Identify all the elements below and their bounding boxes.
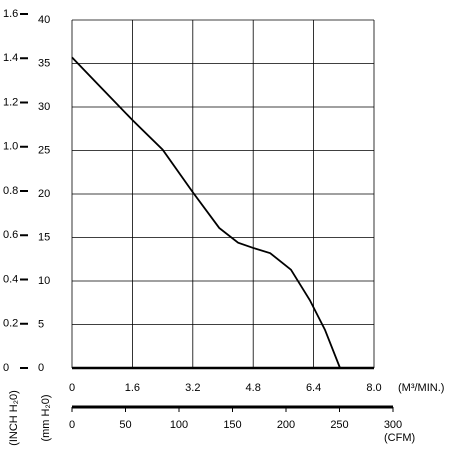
y-tick-label: 10	[38, 275, 50, 287]
y2-tick-label: 1.2	[3, 96, 18, 108]
x-tick-label: 8.0	[366, 382, 381, 394]
x2-tick-label: 300	[384, 419, 402, 431]
y2-tick-label: 0.2	[3, 318, 18, 330]
y2-tick-label: 1.4	[3, 52, 18, 64]
x2-tick-label: 150	[223, 419, 241, 431]
x-tick-label: 0	[69, 382, 75, 394]
y-tick-label: 15	[38, 231, 50, 243]
y-tick-label: 30	[38, 101, 50, 113]
y2-tick-label: 0.8	[3, 185, 18, 197]
y-axis-title: (mm H₂0)	[40, 394, 52, 441]
x-axis-title: (M³/MIN.)	[398, 382, 444, 394]
y2-tick-label: 1.6	[3, 8, 18, 20]
y-tick-label: 25	[38, 144, 50, 156]
y2-axis-title: (INCH H₂0)	[8, 390, 20, 446]
y2-tick-label: 1.0	[3, 141, 18, 153]
y2-tick-label: 0.4	[3, 273, 18, 285]
y-tick-label: 0	[38, 362, 44, 374]
x2-tick-label: 200	[277, 419, 295, 431]
x2-tick-label: 50	[119, 419, 131, 431]
y2-tick-label: 0.6	[3, 229, 18, 241]
y-tick-label: 40	[38, 14, 50, 26]
curve	[71, 56, 341, 369]
x2-tick-label: 0	[69, 419, 75, 431]
y-tick-label: 20	[38, 188, 50, 200]
x-tick-label: 3.2	[185, 382, 200, 394]
x-tick-label: 4.8	[246, 382, 261, 394]
x-tick-label: 1.6	[125, 382, 140, 394]
x2-axis-title: (CFM)	[384, 432, 415, 444]
y-tick-label: 5	[38, 318, 44, 330]
x2-tick-label: 250	[330, 419, 348, 431]
x-tick-label: 6.4	[306, 382, 321, 394]
y-tick-label: 35	[38, 57, 50, 69]
x2-tick-label: 100	[170, 419, 188, 431]
y2-tick-label: 0	[3, 362, 9, 374]
